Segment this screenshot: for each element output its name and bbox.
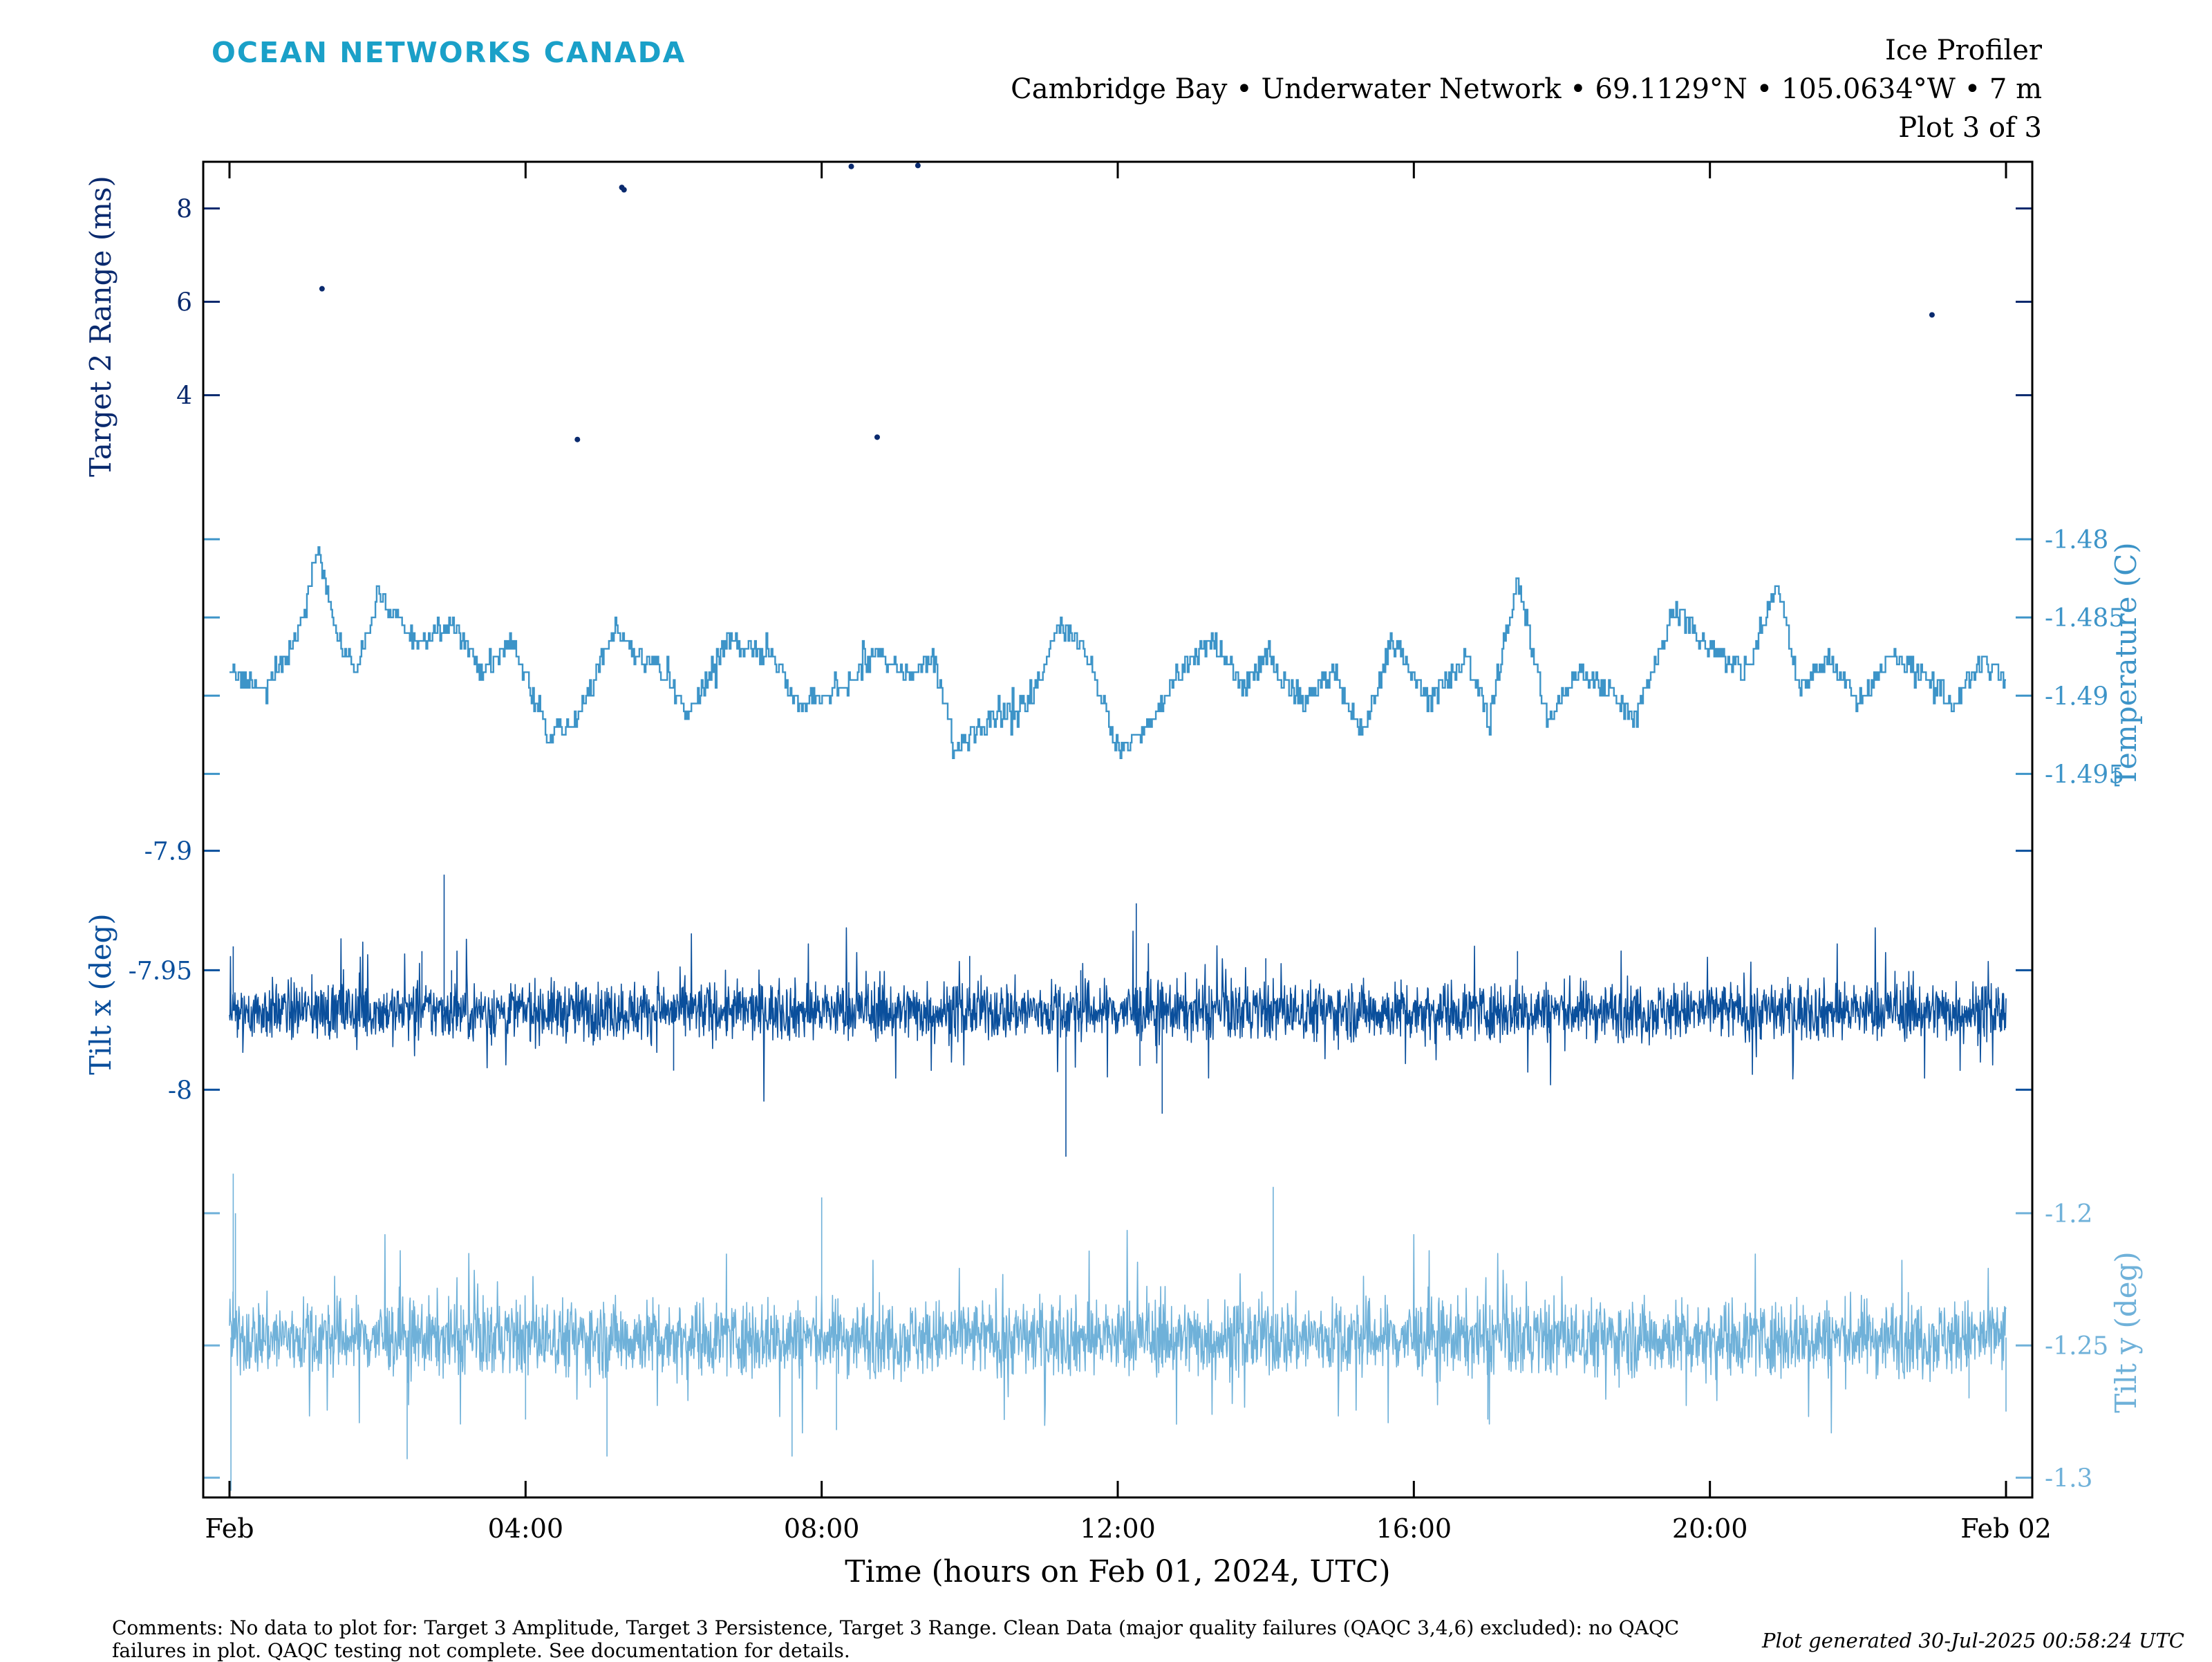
target2-data-point: [848, 163, 854, 169]
target2-data-point: [1929, 312, 1935, 318]
x-tick-label: Feb: [205, 1513, 254, 1544]
x-tick-label: 08:00: [784, 1513, 860, 1544]
tilt-y-series-line: [229, 1173, 2007, 1491]
target2-data-point: [915, 162, 921, 169]
temperature-series-line: [229, 546, 2006, 759]
panel-temperature-tick-label: -1.495: [2045, 760, 2124, 789]
target2-data-point: [574, 436, 581, 442]
x-axis: Feb 04:00 08:00 12:00 16:00 20:00 Feb 02 Time (…: [205, 162, 2052, 1589]
panel-tilt_y-tick-label: -1.25: [2045, 1332, 2108, 1361]
location-line: Cambridge Bay • Underwater Network • 69.…: [1011, 73, 2042, 105]
target2-data-point: [319, 286, 325, 292]
tilt-x-series-line: [229, 875, 2007, 1157]
x-tick-label: 16:00: [1376, 1513, 1452, 1544]
panel-tilt_x-tick-label: -7.9: [144, 838, 192, 866]
panel-tilt_y-ylabel: Tilt y (deg): [2109, 1251, 2143, 1413]
panel-tilt_x-tick-label: -7.95: [129, 957, 192, 985]
panel-temperature-tick-label: -1.49: [2045, 682, 2108, 711]
panel-temperature-tick-label: -1.48: [2045, 526, 2108, 554]
x-tick-label: Feb 02: [1960, 1513, 2052, 1544]
panel-tilt_y: -1.2 -1.25 -1.3 Tilt y (deg): [203, 1167, 2143, 1497]
panel-target2-tick-label: 8: [176, 196, 192, 224]
panel-tilt_x: -7.9 -7.95 -8 Tilt x (deg): [84, 827, 2032, 1161]
panel-temperature-ylabel: Temperature (C): [2109, 542, 2143, 786]
panel-temperature-tick-label: -1.485: [2045, 604, 2124, 633]
panel-target2-tick-label: 4: [176, 382, 192, 411]
panel-tilt_x-tick-label: -8: [168, 1076, 192, 1105]
comments-note: Comments: No data to plot for: Target 3 …: [112, 1616, 1680, 1662]
target2-data-point: [621, 187, 627, 193]
panel-tilt_x-ylabel: Tilt x (deg): [84, 913, 118, 1075]
panel-target2-tick-label: 6: [176, 289, 192, 317]
panel-tilt_y-tick-label: -1.2: [2045, 1200, 2092, 1229]
plot-index: Plot 3 of 3: [1898, 112, 2042, 144]
x-tick-label: 12:00: [1080, 1513, 1156, 1544]
ocean-networks-canada-logo: OCEAN NETWORKS CANADA: [212, 36, 686, 69]
x-tick-label: 04:00: [488, 1513, 564, 1544]
panel-target2: 4 6 8 Target 2 Range (ms): [84, 162, 2032, 491]
panel-tilt_y-tick-label: -1.3: [2045, 1464, 2092, 1493]
instrument-title: Ice Profiler: [1885, 35, 2042, 66]
generated-timestamp: Plot generated 30-Jul-2025 00:58:24 UTC: [1762, 1629, 2184, 1652]
target2-data-point: [874, 434, 880, 440]
x-axis-label: Time (hours on Feb 01, 2024, UTC): [845, 1554, 1390, 1589]
panel-target2-ylabel: Target 2 Range (ms): [84, 176, 118, 477]
x-tick-label: 20:00: [1672, 1513, 1748, 1544]
